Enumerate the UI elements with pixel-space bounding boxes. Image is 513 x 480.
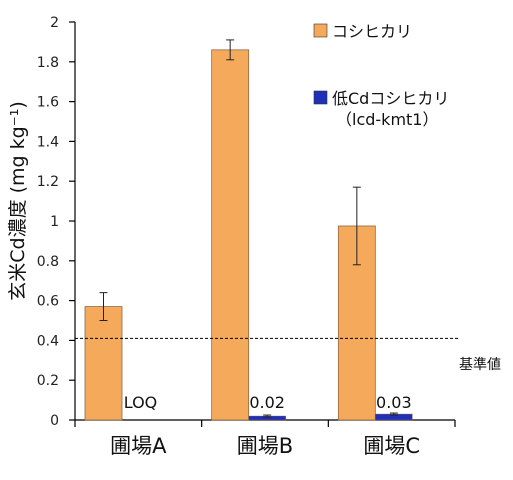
category-label: 圃場B — [237, 434, 293, 458]
legend: コシヒカリ 低Cdコシヒカリ （lcd-kmt1） — [313, 22, 449, 129]
error-bars — [99, 39, 398, 418]
y-axis-ticks: 0 0.2 0.4 0.6 0.8 1 1.2 1.4 1.6 1.8 2 — [37, 15, 75, 429]
y-tick-label: 1 — [50, 214, 59, 230]
y-tick-label: 1.2 — [37, 174, 59, 190]
category-label: 圃場C — [363, 434, 420, 458]
y-tick-label: 0.6 — [37, 294, 59, 310]
y-tick-label: 0.8 — [37, 254, 59, 270]
value-label: LOQ — [124, 393, 158, 412]
legend-label-koshihikari: コシヒカリ — [332, 22, 412, 41]
legend-label-low-cd-koshihikari: 低Cdコシヒカリ — [332, 89, 449, 108]
reference-line-group: 基準値 — [75, 337, 501, 373]
bar — [211, 49, 250, 421]
y-tick-label: 0.2 — [37, 373, 59, 389]
y-tick-label: 1.6 — [37, 95, 59, 111]
y-tick-label: 2 — [50, 15, 59, 31]
y-axis-label: 玄米Cd濃度 (mg kg⁻¹) — [7, 101, 29, 301]
x-axis-ticks: 圃場A 圃場B 圃場C — [74, 420, 456, 458]
bar — [84, 306, 123, 421]
reference-line-label: 基準値 — [459, 356, 501, 373]
legend-swatch-koshihikari — [313, 23, 328, 38]
value-label: 0.02 — [249, 393, 285, 412]
axes — [74, 22, 455, 421]
value-label: 0.03 — [376, 393, 412, 412]
bars — [84, 49, 413, 421]
category-label: 圃場A — [110, 434, 167, 458]
y-tick-label: 0 — [50, 413, 59, 429]
y-tick-label: 0.4 — [37, 333, 59, 349]
legend-swatch-low-cd-koshihikari — [313, 90, 328, 105]
legend-label-low-cd-koshihikari-sub: （lcd-kmt1） — [336, 110, 438, 129]
y-tick-label: 1.4 — [37, 134, 59, 150]
value-labels: LOQ 0.02 0.03 — [124, 393, 412, 412]
y-tick-label: 1.8 — [37, 55, 59, 71]
